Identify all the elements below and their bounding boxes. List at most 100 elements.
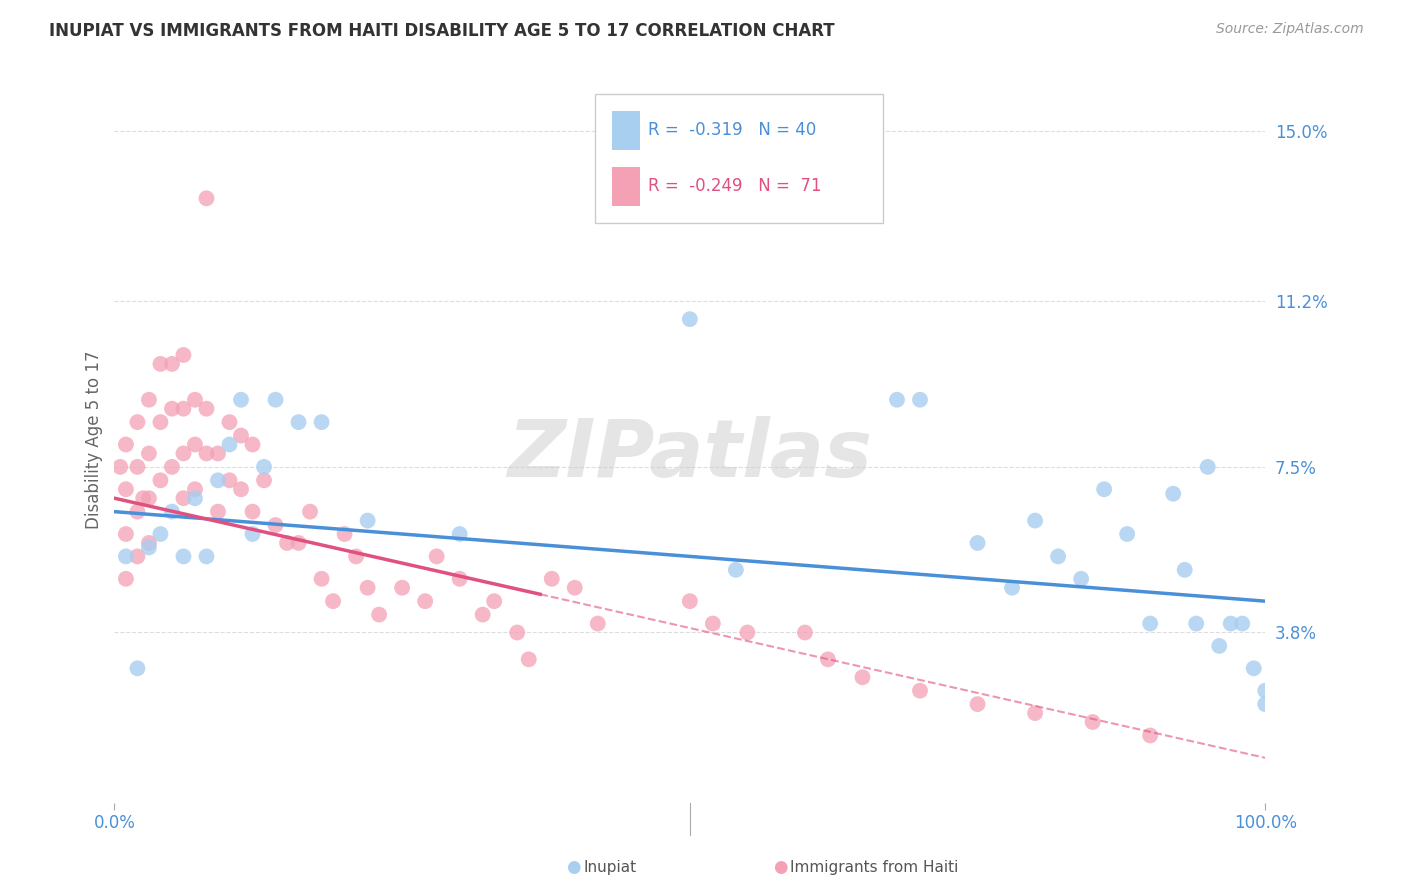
Point	[391, 581, 413, 595]
Text: ZIPatlas: ZIPatlas	[508, 416, 872, 493]
Point	[1232, 616, 1254, 631]
Point	[160, 459, 183, 474]
Point	[242, 527, 264, 541]
Point	[184, 437, 207, 451]
Point	[851, 670, 873, 684]
Point	[517, 652, 540, 666]
Point	[287, 415, 309, 429]
Point	[368, 607, 391, 622]
Point	[149, 357, 172, 371]
Point	[287, 536, 309, 550]
Point	[1081, 714, 1104, 729]
Text: R =  -0.249   N =  71: R = -0.249 N = 71	[648, 178, 821, 195]
Point	[184, 491, 207, 506]
Point	[1161, 487, 1184, 501]
Point	[356, 581, 378, 595]
Point	[195, 191, 218, 205]
Point	[253, 459, 276, 474]
Point	[426, 549, 449, 564]
Point	[299, 505, 322, 519]
Point	[242, 505, 264, 519]
Point	[1092, 482, 1115, 496]
Point	[207, 473, 229, 487]
Point	[966, 536, 988, 550]
Point	[449, 527, 471, 541]
Point	[1047, 549, 1070, 564]
Point	[195, 549, 218, 564]
Point	[1197, 459, 1219, 474]
Point	[413, 594, 436, 608]
Point	[172, 446, 194, 460]
Point	[172, 348, 194, 362]
Text: R =  -0.319   N = 40: R = -0.319 N = 40	[648, 121, 817, 139]
Point	[195, 401, 218, 416]
Point	[138, 491, 160, 506]
Point	[160, 357, 183, 371]
Text: ●: ●	[773, 858, 787, 876]
Point	[1139, 616, 1161, 631]
Point	[115, 572, 138, 586]
Point	[793, 625, 815, 640]
Point	[724, 563, 747, 577]
Point	[242, 437, 264, 451]
Point	[311, 415, 333, 429]
Point	[115, 482, 138, 496]
Point	[138, 536, 160, 550]
Point	[127, 459, 149, 474]
Point	[229, 428, 252, 442]
Point	[1185, 616, 1208, 631]
Point	[229, 392, 252, 407]
Point	[160, 505, 183, 519]
Point	[1024, 514, 1046, 528]
Point	[1208, 639, 1230, 653]
Point	[218, 415, 240, 429]
Point	[1116, 527, 1139, 541]
Point	[115, 549, 138, 564]
Point	[160, 401, 183, 416]
Point	[886, 392, 908, 407]
Point	[172, 491, 194, 506]
Point	[1219, 616, 1241, 631]
Point	[218, 437, 240, 451]
Point	[127, 549, 149, 564]
Point	[195, 446, 218, 460]
Point	[908, 392, 931, 407]
Point	[1254, 683, 1277, 698]
Text: INUPIAT VS IMMIGRANTS FROM HAITI DISABILITY AGE 5 TO 17 CORRELATION CHART: INUPIAT VS IMMIGRANTS FROM HAITI DISABIL…	[49, 22, 835, 40]
Point	[132, 491, 155, 506]
Point	[253, 473, 276, 487]
Point	[564, 581, 586, 595]
Point	[1174, 563, 1197, 577]
Point	[115, 527, 138, 541]
Point	[1139, 728, 1161, 742]
Point	[586, 616, 609, 631]
Text: Immigrants from Haiti: Immigrants from Haiti	[790, 860, 959, 874]
Text: ●: ●	[567, 858, 581, 876]
Text: Source: ZipAtlas.com: Source: ZipAtlas.com	[1216, 22, 1364, 37]
Point	[184, 392, 207, 407]
Point	[127, 505, 149, 519]
Point	[966, 697, 988, 711]
Point	[506, 625, 529, 640]
Point	[1243, 661, 1265, 675]
Point	[1001, 581, 1024, 595]
Text: Inupiat: Inupiat	[583, 860, 637, 874]
Point	[540, 572, 562, 586]
Point	[679, 312, 702, 326]
Point	[207, 505, 229, 519]
Point	[264, 518, 287, 533]
Point	[679, 594, 702, 608]
Point	[229, 482, 252, 496]
Point	[149, 527, 172, 541]
Point	[344, 549, 367, 564]
Point	[276, 536, 298, 550]
Point	[127, 415, 149, 429]
Point	[149, 415, 172, 429]
Point	[1024, 706, 1046, 720]
Point	[218, 473, 240, 487]
Point	[138, 392, 160, 407]
Point	[737, 625, 759, 640]
Point	[1070, 572, 1092, 586]
Point	[311, 572, 333, 586]
Point	[172, 401, 194, 416]
